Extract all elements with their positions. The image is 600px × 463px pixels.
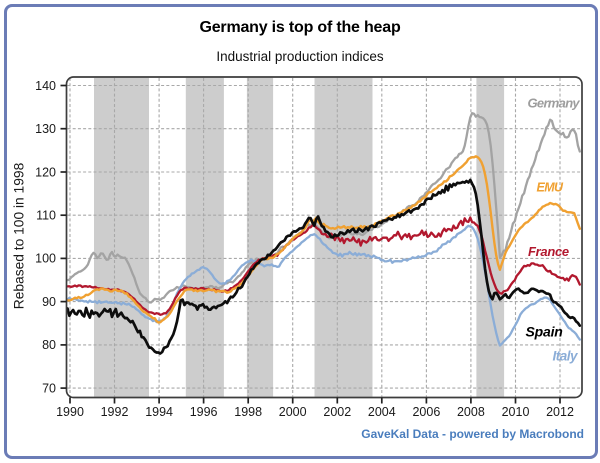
svg-text:2006: 2006 — [412, 405, 440, 419]
svg-text:2002: 2002 — [323, 405, 351, 419]
svg-text:90: 90 — [42, 295, 56, 309]
svg-text:France: France — [528, 244, 569, 259]
svg-text:2012: 2012 — [546, 405, 574, 419]
svg-text:Spain: Spain — [526, 324, 563, 340]
svg-text:Rebased to 100 in 1998: Rebased to 100 in 1998 — [12, 162, 27, 309]
svg-text:1990: 1990 — [56, 405, 84, 419]
svg-text:2000: 2000 — [279, 405, 307, 419]
svg-text:120: 120 — [35, 165, 56, 179]
svg-text:1996: 1996 — [190, 405, 218, 419]
svg-text:1992: 1992 — [101, 405, 129, 419]
svg-text:2008: 2008 — [457, 405, 485, 419]
svg-text:Germany: Germany — [528, 96, 581, 111]
svg-text:2010: 2010 — [502, 405, 530, 419]
svg-text:1994: 1994 — [145, 405, 173, 419]
svg-text:EMU: EMU — [537, 181, 565, 195]
svg-text:100: 100 — [35, 252, 56, 266]
svg-text:110: 110 — [36, 209, 56, 223]
svg-text:2004: 2004 — [368, 405, 396, 419]
svg-text:1998: 1998 — [234, 405, 262, 419]
svg-text:130: 130 — [35, 122, 56, 136]
svg-text:Italy: Italy — [553, 349, 580, 364]
svg-text:140: 140 — [35, 79, 56, 93]
svg-text:70: 70 — [42, 381, 56, 395]
svg-text:80: 80 — [42, 338, 56, 352]
